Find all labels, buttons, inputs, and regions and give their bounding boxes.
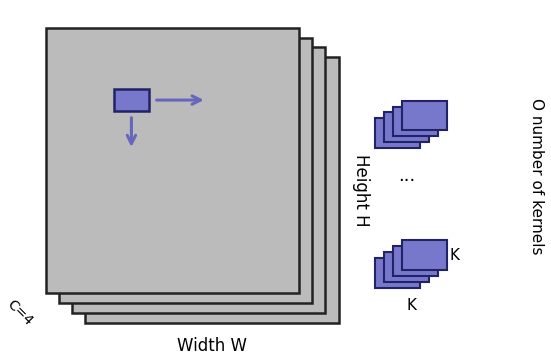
Bar: [46, 28, 299, 293]
Bar: [85, 57, 338, 323]
Bar: [393, 107, 438, 136]
Bar: [375, 258, 420, 288]
Text: Width W: Width W: [177, 337, 247, 355]
Bar: [385, 112, 429, 142]
Text: Height H: Height H: [352, 154, 370, 226]
Bar: [402, 240, 447, 270]
Bar: [375, 118, 420, 148]
Text: O number of kernels: O number of kernels: [529, 98, 544, 254]
Bar: [402, 101, 447, 130]
Text: ...: ...: [398, 167, 416, 185]
Bar: [114, 89, 149, 111]
Bar: [393, 246, 438, 276]
Bar: [72, 47, 325, 313]
Bar: [385, 252, 429, 282]
Text: C=4: C=4: [4, 297, 35, 328]
Text: K: K: [406, 298, 417, 313]
Text: K: K: [450, 248, 460, 263]
Bar: [59, 38, 312, 303]
